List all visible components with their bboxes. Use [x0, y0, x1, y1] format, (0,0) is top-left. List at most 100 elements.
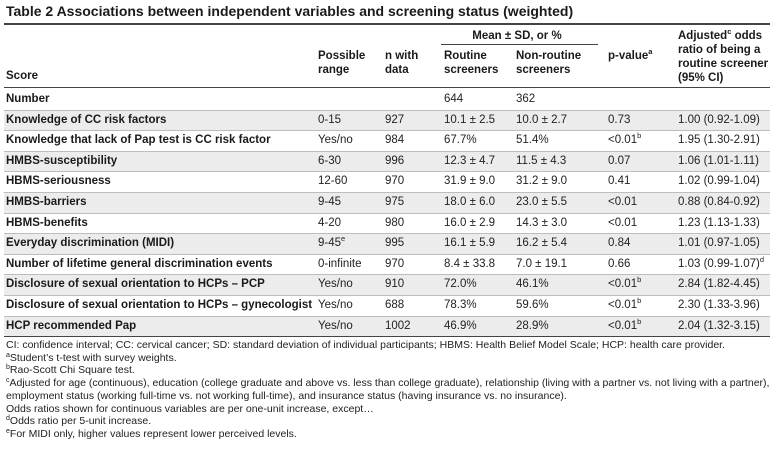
header-odds: Adjustedc odds ratio of being a routine …	[678, 27, 768, 85]
cell-routine-text: 18.0 ± 6.0	[444, 196, 496, 208]
cell-range-text: 4-20	[318, 216, 342, 229]
footnote: CI: confidence interval; CC: cervical ca…	[6, 339, 772, 352]
cell-routine-text: 46.9%	[444, 319, 477, 332]
cell-odds: 1.01 (0.97-1.05)	[678, 233, 760, 253]
cell-odds-text: 0.88 (0.84-0.92)	[678, 196, 760, 208]
row-shading	[4, 192, 770, 213]
cell-nonroutine-text: 46.1%	[516, 278, 549, 291]
cell-nonroutine-text: 51.4%	[516, 134, 549, 147]
cell-nonroutine: 362	[516, 89, 535, 109]
header-mean-group-text: Mean ± SD, or %	[472, 30, 562, 42]
header-mean-group: Mean ± SD, or %	[442, 29, 592, 43]
cell-range-text: Yes/no	[318, 319, 353, 332]
cell-odds-text: 1.00 (0.92-1.09)	[678, 113, 760, 126]
cell-routine: 18.0 ± 6.0	[444, 192, 495, 212]
cell-range-text: Yes/no	[318, 278, 353, 291]
cell-routine-text: 16.1 ± 5.9	[444, 237, 496, 250]
cell-routine: 72.0%	[444, 274, 477, 294]
cell-routine-text: 78.3%	[444, 299, 477, 311]
row-divider	[4, 315, 770, 317]
cell-score: HMBS-barriers	[6, 192, 87, 212]
cell-pvalue-text: <0.01	[608, 196, 638, 208]
cell-routine-text: 72.0%	[444, 278, 477, 291]
cell-score: Knowledge of CC risk factors	[6, 110, 166, 130]
cell-score: Everyday discrimination (MIDI)	[6, 233, 174, 253]
header-pvalue-text: p-value	[608, 50, 649, 62]
cell-pvalue: 0.84	[608, 233, 630, 253]
footnote: aStudent’s t-test with survey weights.	[6, 352, 772, 365]
cell-range-text: 12-60	[318, 175, 348, 188]
row-divider	[4, 192, 770, 193]
footnote: dOdds ratio per 5-unit increase.	[6, 415, 772, 428]
cell-pvalue: <0.01b	[608, 316, 641, 336]
cell-pvalue-text: 0.66	[608, 257, 631, 270]
cell-odds-text: 1.23 (1.13-1.33)	[678, 216, 760, 229]
header-odds-line4: (95% CI)	[678, 72, 724, 84]
cell-range: 0-15	[318, 110, 341, 130]
cell-nonroutine: 11.5 ± 4.3	[516, 151, 566, 171]
cell-range: 12-60	[318, 171, 347, 191]
cell-nonroutine-text: 7.0 ± 19.1	[516, 257, 568, 270]
cell-odds: 2.84 (1.82-4.45)	[678, 274, 760, 294]
footnote-marker: a	[6, 351, 10, 359]
cell-pvalue-text: 0.73	[608, 113, 631, 126]
header-routine-line1: Routine	[444, 50, 487, 62]
cell-pvalue-sup: b	[637, 296, 642, 305]
cell-score: Disclosure of sexual orientation to HCPs…	[6, 295, 312, 315]
row-divider	[4, 295, 770, 296]
cell-routine: 16.1 ± 5.9	[444, 233, 495, 253]
cell-pvalue: 0.66	[608, 254, 630, 274]
cell-score: Disclosure of sexual orientation to HCPs…	[6, 274, 265, 294]
cell-pvalue-text: <0.01	[608, 299, 638, 311]
footnote-marker: b	[6, 364, 10, 372]
footnote-marker: e	[6, 427, 10, 435]
row-divider	[4, 274, 770, 276]
row-shading	[4, 150, 770, 172]
cell-nonroutine-text: 59.6%	[516, 299, 549, 311]
cell-range: Yes/no	[318, 316, 353, 336]
header-nonroutine-line1: Non-routine	[516, 50, 582, 62]
cell-range: Yes/no	[318, 295, 353, 315]
cell-range: 0-infinite	[318, 254, 361, 274]
cell-nonroutine-text: 31.2 ± 9.0	[516, 175, 568, 188]
footnote-text: Odds ratio per 5-unit increase.	[9, 415, 152, 428]
cell-pvalue: 0.07	[608, 151, 630, 171]
cell-odds-text: 1.95 (1.30-2.91)	[678, 134, 760, 147]
header-routine-line2: screeners	[444, 64, 499, 76]
header-n-line1: n with	[385, 50, 419, 62]
cell-range: 9-45	[318, 192, 341, 212]
cell-odds: 2.30 (1.33-3.96)	[678, 295, 760, 315]
cell-n: 980	[385, 213, 404, 233]
cell-range: 6-30	[318, 151, 341, 171]
footnote-text: For MIDI only, higher values represent l…	[9, 427, 297, 440]
cell-nonroutine-text: 14.3 ± 3.0	[516, 216, 568, 229]
table-caption: Table 2 Associations between independent…	[6, 3, 574, 19]
header-pvalue-sup: a	[648, 47, 653, 56]
table-footnotes: CI: confidence interval; CC: cervical ca…	[6, 339, 772, 441]
cell-pvalue: 0.73	[608, 110, 630, 130]
cell-score: Knowledge that lack of Pap test is CC ri…	[6, 130, 271, 150]
cell-routine-text: 31.9 ± 9.0	[444, 175, 496, 188]
cell-pvalue-text: <0.01	[608, 216, 638, 229]
header-nonroutine: Non-routine screeners	[516, 49, 581, 77]
cell-odds-text: 2.84 (1.82-4.45)	[678, 278, 760, 291]
header-n-line2: data	[385, 64, 409, 76]
cell-nonroutine: 59.6%	[516, 295, 549, 315]
cell-odds: 1.06 (1.01-1.11)	[678, 151, 759, 171]
cell-score-text: HBMS-benefits	[6, 216, 88, 229]
cell-n: 995	[385, 233, 404, 253]
header-odds-sup: c	[727, 27, 732, 36]
cell-range: Yes/no	[318, 274, 353, 294]
cell-range: Yes/no	[318, 130, 353, 150]
cell-odds: 0.88 (0.84-0.92)	[678, 192, 760, 212]
cell-routine-text: 16.0 ± 2.9	[444, 216, 496, 229]
bottom-rule	[4, 336, 770, 337]
row-divider	[4, 171, 770, 173]
cell-routine: 644	[444, 89, 463, 109]
cell-routine: 78.3%	[444, 295, 477, 315]
header-rule	[4, 87, 770, 88]
cell-score: HBMS-seriousness	[6, 171, 111, 191]
row-shading	[4, 233, 770, 254]
header-odds-line1a: Adjusted	[678, 30, 728, 42]
cell-odds: 1.02 (0.99-1.04)	[678, 171, 760, 191]
